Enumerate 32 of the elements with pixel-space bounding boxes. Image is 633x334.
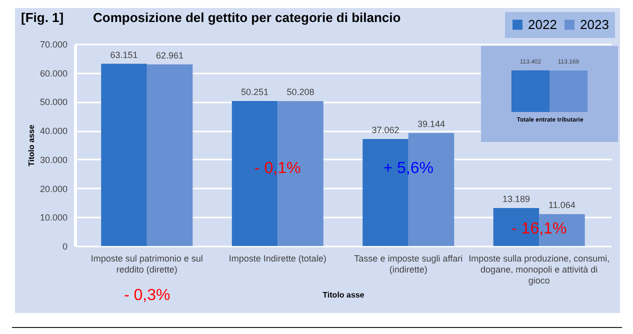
x-tick-label: Imposte sulla produzione, consumi, dogane, monopoli e attività di gioco [468, 254, 610, 286]
x-tick-label: Imposte sul patrimonio e sul reddito (dirette) [90, 254, 203, 274]
y-tick-label: 30.000 [40, 154, 68, 165]
annotation: - 0,1% [254, 160, 301, 178]
y-tick-label: 70.000 [40, 40, 68, 50]
data-label: 11.064 [548, 200, 576, 210]
data-label: 39.144 [417, 119, 446, 130]
x-tick-label: Imposte Indirette (totale) [228, 254, 326, 264]
text: - 0,3% [124, 287, 170, 305]
legend-label: 2023 [580, 16, 609, 32]
x-tick-label: Tasse e imposte sugli affari (indirette) [354, 254, 463, 274]
legend-label: 2022 [528, 16, 557, 32]
data-label: 62.961 [156, 50, 184, 60]
data-label: 50.251 [240, 86, 269, 97]
annotation: + 5,6% [383, 160, 434, 178]
y-tick-label: 0 [62, 242, 68, 252]
annotation: - 16,1% [512, 220, 567, 238]
text: [Fig. 1] [21, 10, 64, 25]
y-tick-label: 20.000 [40, 184, 68, 194]
data-label: 50.208 [286, 87, 314, 98]
bar [101, 64, 147, 246]
bar [146, 64, 193, 246]
y-tick-label: 50.000 [40, 97, 68, 108]
y-axis-title: Titolo asse [26, 124, 36, 166]
chart-title: Composizione del gettito per categorie di bilancio [93, 10, 401, 25]
data-label: 13.189 [502, 194, 530, 204]
y-tick-label: 60.000 [40, 68, 68, 78]
x-axis-title: Titolo asse [322, 290, 365, 300]
y-tick-label: 40.000 [40, 126, 68, 136]
data-label: 63.151 [110, 50, 138, 60]
y-tick-label: 10.000 [40, 212, 68, 223]
data-label: 37.062 [372, 125, 400, 136]
